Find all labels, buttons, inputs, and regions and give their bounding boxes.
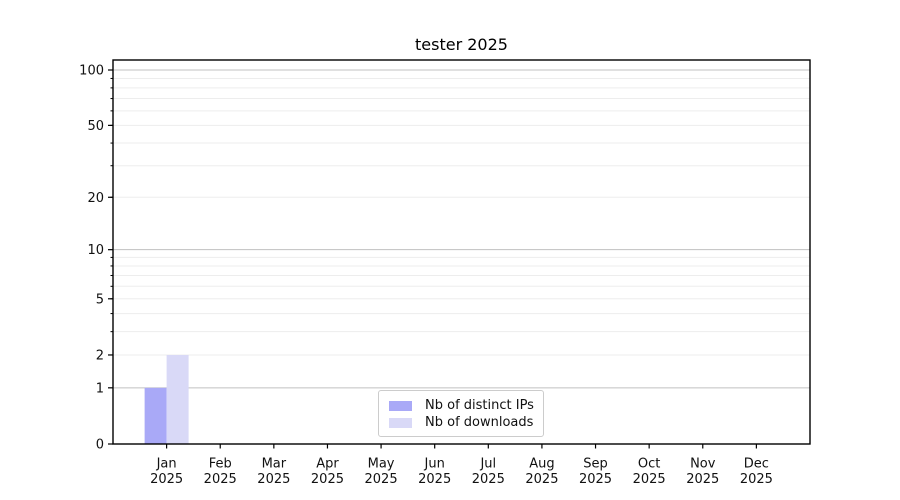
x-tick-label-month: Sep: [583, 457, 608, 472]
chart-title: tester 2025: [415, 35, 508, 54]
x-tick-label-year: 2025: [257, 472, 290, 487]
bar: [166, 354, 189, 444]
x-tick-label-year: 2025: [686, 472, 719, 487]
y-tick-label: 1: [96, 381, 104, 396]
legend-label-distinct-ips: Nb of distinct IPs: [425, 398, 534, 413]
x-tick-label-year: 2025: [365, 472, 398, 487]
x-tick-label-month: Dec: [744, 457, 769, 472]
x-tick-label-year: 2025: [418, 472, 451, 487]
x-tick-label-month: Jan: [156, 457, 177, 472]
y-tick-label: 50: [87, 119, 104, 134]
x-tick-label-month: May: [368, 457, 395, 472]
x-tick-label-month: Apr: [316, 457, 339, 472]
x-tick-label-year: 2025: [204, 472, 237, 487]
legend-item-distinct-ips: Nb of distinct IPs: [389, 397, 534, 414]
bars: [144, 354, 189, 444]
x-axis: Jan2025Feb2025Mar2025Apr2025May2025Jun20…: [150, 444, 773, 487]
x-tick-label-month: Jul: [479, 457, 496, 472]
x-tick-label-month: Nov: [690, 457, 716, 472]
y-tick-label: 10: [87, 243, 104, 258]
x-tick-label-year: 2025: [633, 472, 666, 487]
x-tick-label-year: 2025: [525, 472, 558, 487]
legend-label-downloads: Nb of downloads: [425, 415, 534, 430]
x-tick-label-month: Feb: [209, 457, 232, 472]
y-tick-label: 2: [96, 348, 104, 363]
y-tick-label: 5: [96, 292, 104, 307]
x-tick-label-month: Jun: [424, 457, 445, 472]
x-tick-label-month: Aug: [529, 457, 554, 472]
minor-gridlines: [113, 77, 810, 356]
x-tick-label-year: 2025: [579, 472, 612, 487]
legend-swatch-downloads: [389, 417, 412, 428]
x-tick-label-year: 2025: [150, 472, 183, 487]
x-tick-label-month: Oct: [638, 457, 660, 472]
major-gridlines: [113, 69, 810, 389]
chart-legend: Nb of distinct IPs Nb of downloads: [378, 390, 544, 437]
x-tick-label-month: Mar: [262, 457, 287, 472]
x-tick-label-year: 2025: [472, 472, 505, 487]
y-tick-label: 20: [87, 191, 104, 206]
y-tick-label: 0: [96, 438, 104, 453]
bar: [144, 387, 167, 444]
plot-frame: [112, 59, 811, 445]
legend-swatch-distinct-ips: [389, 400, 412, 411]
y-tick-label: 100: [79, 64, 104, 79]
y-axis: 0 1 2 5 10 20 50 100: [79, 64, 113, 453]
x-tick-label-year: 2025: [740, 472, 773, 487]
x-tick-label-year: 2025: [311, 472, 344, 487]
legend-item-downloads: Nb of downloads: [389, 414, 533, 431]
